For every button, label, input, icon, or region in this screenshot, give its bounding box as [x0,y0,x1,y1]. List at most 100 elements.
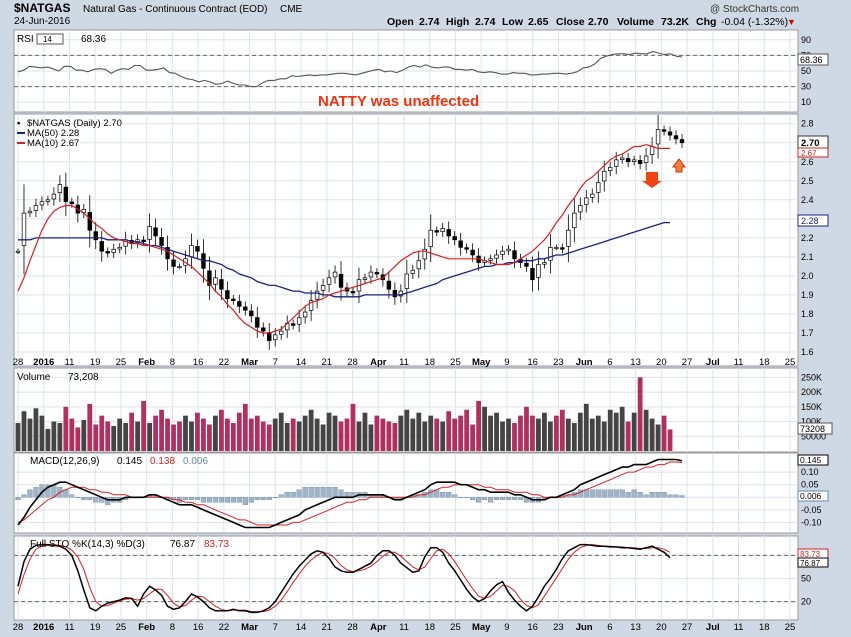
candle-body [21,212,27,246]
volume-bar [482,406,487,451]
candle-body [332,271,338,278]
chart-date: 24-Jun-2016 [14,16,71,27]
candle-body [404,273,410,289]
volume-bar [553,415,559,451]
sto-k-last-value: 76.87 [800,559,821,568]
volume-bar [655,424,661,451]
macd-histogram-bar [284,492,290,498]
x-tick-label-bottom: 18 [424,622,435,633]
macd-histogram-bar [87,497,93,500]
macd-histogram-bar [272,497,278,498]
volume-bar [326,412,332,451]
volume-bar [201,418,206,451]
volume-bar [123,423,129,451]
volume-bar [434,418,440,451]
x-tick-label-bottom: 18 [759,622,770,633]
volume-bar [356,421,362,451]
candle-body [99,241,104,252]
price-last-value: 2.70 [801,138,820,149]
macd-histogram-bar [93,497,99,503]
ma50-line [18,221,670,298]
x-tick-label-bottom: 11 [399,622,409,633]
rsi-legend-label: RSI [17,34,34,45]
macd-histogram-bar [601,489,607,498]
macd-histogram-bar [679,495,685,498]
rsi-last-box: 68.36 [797,53,829,66]
price-tick-label: 2.0 [801,271,814,281]
x-tick-label-price: Apr [370,357,387,368]
candle-body [566,229,571,247]
x-tick-label-price: 18 [759,357,770,368]
x-tick-label-bottom: 21 [322,622,333,633]
volume-bar [571,423,577,451]
volume-bar [177,421,182,451]
volume-bar [559,409,565,451]
volume-bar [111,425,117,451]
ma50-legend-label: MA(50) 2.28 [27,128,79,139]
candle-body [320,285,326,291]
candle-body [117,247,122,250]
candle-body [249,310,254,317]
macd-histogram-bar [236,497,242,503]
macd-histogram-bar [487,497,494,503]
price-tick-label: 2.4 [801,195,814,205]
volume-bar [565,418,571,451]
x-tick-label-price: 27 [682,357,693,368]
macd-histogram-bar [458,497,464,498]
candle-body [362,277,368,280]
macd-tick-label: -0.10 [801,517,822,527]
candle-body [643,155,649,163]
candle-body [602,170,607,182]
x-tick-label-price: 9 [504,357,509,368]
volume-bar [189,421,194,451]
macd-panel [13,452,799,534]
volume-bar [57,423,63,451]
macd-hist-last-value: 0.006 [800,491,822,501]
candle-body [488,258,493,261]
candle-body [631,159,637,162]
volume-bar [21,411,27,451]
volume-bar [278,412,284,451]
volume-bar [518,415,523,451]
ohlc-summary: Open 2.74 High 2.74 Low 2.65 Close 2.70 … [387,16,796,28]
sto-tick-label: 20 [801,597,811,607]
macd-histogram-bar [631,489,637,498]
volume-bar [577,412,583,451]
x-tick-label-price: 14 [296,357,307,368]
volume-bar [75,427,81,451]
volume-bar [625,421,631,451]
price-tick-label: 1.8 [801,309,814,319]
volume-bar [428,415,434,451]
macd-histogram-bar [661,492,667,498]
macd-histogram-bar [27,489,33,498]
candle-body [231,298,236,301]
volume-bar [661,415,667,451]
macd-histogram-bar [188,497,195,500]
x-tick-label-bottom: May [472,622,491,633]
candle-body [207,270,212,286]
macd-histogram-bar [499,497,506,500]
macd-histogram-bar [428,489,434,498]
macd-histogram-bar [464,497,470,498]
macd-histogram-bar [476,497,482,503]
ma10-line [17,143,670,334]
rsi-param-box [36,33,64,45]
macd-histogram-bar [21,494,27,498]
volume-bar [446,411,452,451]
candle-body [213,277,218,285]
volume-bar [392,423,398,451]
exchange-label: CME [280,4,303,15]
macd-histogram-bar [45,484,51,498]
candle-body [584,197,589,205]
volume-bar [458,415,464,451]
x-tick-label-bottom: 7 [273,622,278,633]
candle-body [661,129,667,132]
macd-histogram-bar [505,497,512,500]
candle-body [219,279,224,290]
candle-body [267,332,272,341]
volume-bar [242,403,248,451]
candle-body [452,236,457,241]
macd-histogram-bar [15,497,21,500]
x-tick-label-price: 25 [450,357,461,368]
volume-bar [368,424,374,451]
